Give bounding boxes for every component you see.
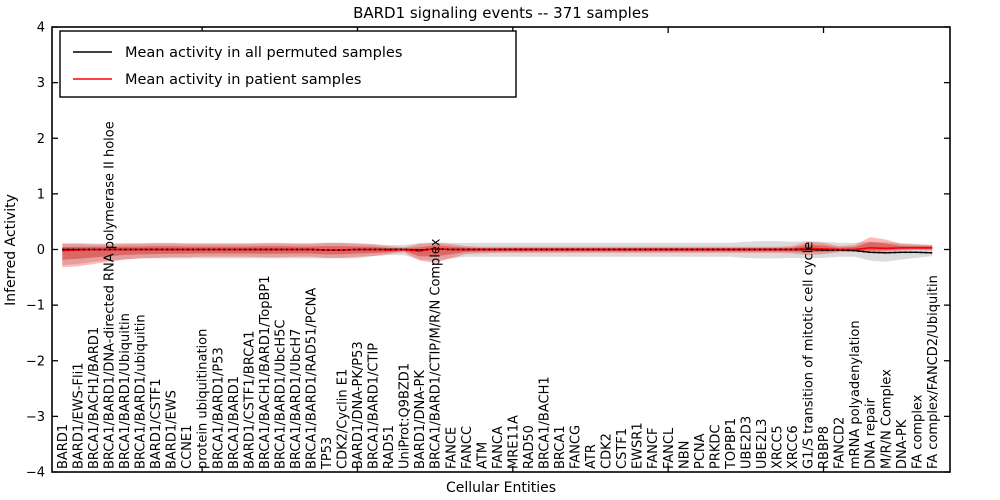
x-category-label: BRCA1 [553,425,568,469]
x-category-label: FANCL [662,427,677,469]
y-tick-label: 2 [37,132,45,147]
x-category-label: BRCA1/BARD1/RAD51/PCNA [304,288,319,469]
x-category-label: XRCC6 [786,425,801,469]
x-category-label: UBE2D3 [739,416,754,469]
x-category-label: BRCA1/BACH1/BARD1/TopBP1 [258,276,273,469]
y-tick-label: −3 [26,410,45,425]
x-category-label: FANCC [460,426,475,469]
x-category-label: CCNE1 [180,425,195,469]
x-category-label: mRNA polyadenylation [848,320,863,469]
x-category-label: CSTF1 [615,428,630,469]
x-category-label: FANCG [569,425,584,469]
legend: Mean activity in all permuted samples Me… [59,30,517,98]
x-category-label: FANCA [491,426,506,469]
legend-box [59,30,517,98]
x-category-label: TOPBP1 [724,418,739,470]
x-category-label: BRCA1/BACH1/BARD1 [87,327,102,469]
chart-title: BARD1 signaling events -- 371 samples [353,4,649,22]
x-category-label: M/R/N Complex [879,369,894,469]
x-category-label: EWSR1 [631,422,646,469]
y-tick-label: 1 [37,187,45,202]
legend-label-permuted: Mean activity in all permuted samples [125,45,402,61]
x-category-label: RAD51 [382,425,397,469]
patient-band [62,237,933,268]
x-category-label: BARD1/DNA-PK/P53 [351,341,366,469]
x-category-label: BRCA1/BARD1 [227,376,242,469]
x-category-label: BARD1/CSTF1/BRCA1 [242,331,257,469]
x-category-label: FA complex/FANCD2/Ubiquitin [926,275,941,469]
x-category-label: XRCC5 [771,425,786,469]
x-category-label: BRCA1/BACH1 [537,376,552,469]
y-tick-label: 0 [37,243,45,258]
x-category-label: BARD1/EWS-Fli1 [71,363,86,470]
x-category-label: FANCD2 [833,417,848,469]
x-category-label: G1/S transition of mitotic cell cycle [802,242,817,469]
x-axis-label: Cellular Entities [446,480,556,496]
x-category-label: RBBP8 [817,426,832,469]
x-category-label: PRKDC [708,425,723,469]
x-category-label: BRCA1/BARD1/ubiquitin [134,314,149,469]
x-category-label: DNA-PK [895,419,910,469]
x-category-label: UniProt:Q9BZD1 [398,363,413,469]
x-category-label: PCNA [693,433,708,469]
x-category-label: BARD1/CSTF1 [149,378,164,469]
x-category-label: ATM [475,442,490,469]
series-layer [62,237,933,268]
x-category-label: BRCA1/BARD1/P53 [211,347,226,469]
x-category-label: BRCA1/BARD1/UbcH7 [289,329,304,469]
x-category-label: DNA repair [864,397,879,469]
x-category-label: BARD1/DNA-PK [413,370,428,469]
legend-label-patient: Mean activity in patient samples [125,72,361,88]
y-tick-label: −4 [26,466,45,481]
x-category-label: BRCA1/BARD1/CTIP/M/R/N Complex [429,238,444,469]
patient-band-core [62,242,933,260]
x-category-label: UBE2L3 [755,419,770,469]
x-category-label: BARD1 [56,424,71,469]
x-category-label: BRCA1/BARD1/UbcH5C [273,320,288,469]
axes-frame [51,26,951,473]
y-tick-label: −2 [26,354,45,369]
x-category-label: FA complex [910,394,925,469]
x-category-label: TP53 [320,437,335,470]
x-category-label: BRCA1/BARD1/Ubiquitin [118,313,133,469]
y-axis-label: Inferred Activity [3,194,19,306]
x-category-label: BARD1/EWS [165,390,180,469]
y-tick-label: 3 [37,76,45,91]
x-category-label: CDK2 [600,433,615,469]
x-category-label: ATR [584,444,599,469]
x-category-label: FANCE [444,427,459,469]
y-tick-label: −1 [26,299,45,314]
x-category-label: BRCA1/BARD1/CTIP [367,343,382,469]
permuted-band [62,241,933,266]
x-category-label: RAD50 [522,425,537,469]
x-category-label: BRCA1/BARD1/DNA-directed RNA polymerase … [103,121,118,469]
patient-mean-line [62,246,933,253]
y-tick-label: 4 [37,21,45,36]
x-category-label: NBN [677,441,692,469]
x-category-label: protein ubiquitination [196,329,211,469]
x-category-label: MRE11A [506,415,521,469]
x-category-label: FANCF [646,428,661,469]
x-category-label: CDK2/Cyclin E1 [336,369,351,469]
